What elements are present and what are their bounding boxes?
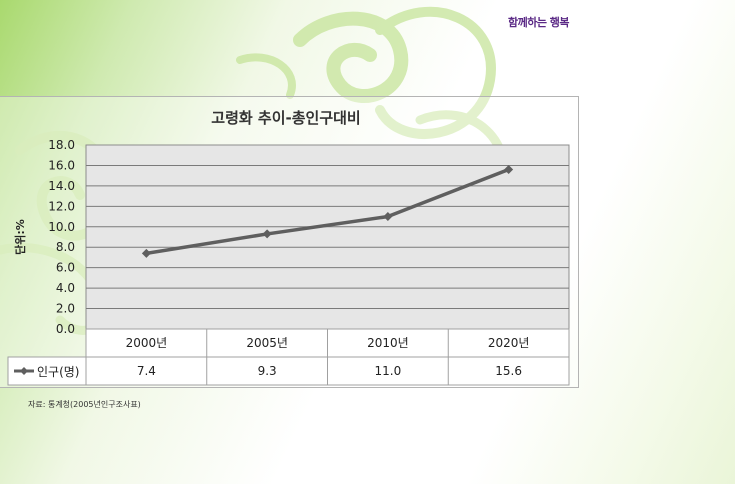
y-tick-label: 8.0: [56, 240, 75, 254]
x-tick-label: 2005년: [246, 336, 288, 350]
y-tick-label: 14.0: [48, 179, 75, 193]
data-point-marker: [262, 229, 272, 239]
y-tick-label: 12.0: [48, 199, 75, 213]
source-note: 자료: 통계청(2005년인구조사표): [28, 400, 141, 409]
y-tick-label: 16.0: [48, 158, 75, 172]
y-axis-label: 단위:%: [13, 219, 27, 255]
data-point-marker: [383, 212, 393, 222]
data-point-marker: [504, 165, 514, 175]
line-chart: 고령화 추이-총인구대비 단위:% 0.0 2.0 4.0 6.0 8.0 10.0 12.…: [7, 109, 570, 386]
legend-series-label: 인구(명): [37, 365, 79, 379]
y-tick-label: 6.0: [56, 261, 75, 275]
y-tick-label: 18.0: [48, 138, 75, 152]
chart-panel: 고령화 추이-총인구대비 단위:% 0.0 2.0 4.0 6.0 8.0 10.0 12.…: [0, 96, 579, 388]
x-tick-label: 2000년: [126, 336, 168, 350]
data-table: 2000년 2005년 2010년 2020년 7.4 9.3 11.0 15.6 인구(명): [7, 328, 570, 386]
chart-title: 고령화 추이-총인구대비: [211, 109, 360, 127]
x-tick-label: 2020년: [488, 336, 530, 350]
header-caption: 함께하는 행복: [508, 16, 570, 29]
series-line-group: [141, 165, 514, 258]
y-tick-label: 4.0: [56, 281, 75, 295]
y-axis-ticks: 0.0 2.0 4.0 6.0 8.0 10.0 12.0 14.0 16.0 18.0: [48, 138, 75, 336]
data-label: 11.0: [375, 364, 402, 378]
legend-marker-swatch: [20, 367, 28, 375]
y-tick-label: 10.0: [48, 220, 75, 234]
y-tick-label: 2.0: [56, 302, 75, 316]
data-label: 15.6: [495, 364, 522, 378]
y-tick-label: 0.0: [56, 322, 75, 336]
data-label: 9.3: [258, 364, 277, 378]
series-line: [146, 167, 510, 256]
x-tick-label: 2010년: [367, 336, 409, 350]
data-label: 7.4: [137, 364, 156, 378]
grid-lines: [86, 164, 569, 310]
data-point-marker: [141, 248, 151, 258]
